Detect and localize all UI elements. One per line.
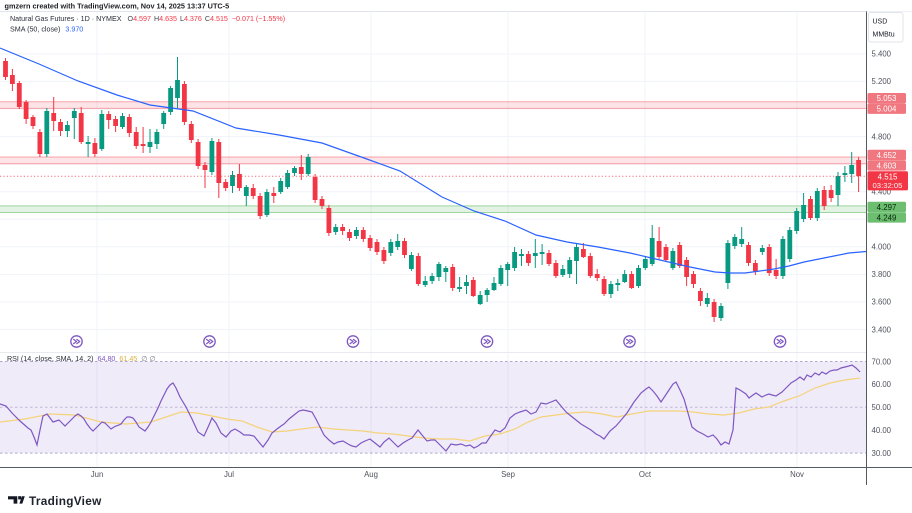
svg-text:Nov: Nov xyxy=(790,470,804,479)
svg-text:4.297: 4.297 xyxy=(877,203,897,212)
svg-text:4.000: 4.000 xyxy=(872,243,892,252)
svg-text:USD: USD xyxy=(873,19,888,26)
svg-text:TradingView: TradingView xyxy=(29,494,102,508)
svg-text:SMA (50, close)3.970: SMA (50, close) 3.970 xyxy=(10,26,83,34)
svg-text:4.800: 4.800 xyxy=(872,132,892,141)
svg-text:70.00: 70.00 xyxy=(872,357,892,366)
svg-text:3.800: 3.800 xyxy=(872,270,892,279)
svg-text:5.400: 5.400 xyxy=(872,50,892,59)
svg-text:5.200: 5.200 xyxy=(872,77,892,86)
svg-text:5.053: 5.053 xyxy=(877,94,897,103)
svg-text:Jul: Jul xyxy=(224,470,234,479)
svg-text:Sep: Sep xyxy=(501,470,516,479)
svg-text:03:32:05: 03:32:05 xyxy=(873,181,903,190)
svg-text:Natural Gas Futures · 1D · NYM: Natural Gas Futures · 1D · NYMEX O4.597 H… xyxy=(10,15,285,23)
svg-text:4.603: 4.603 xyxy=(877,161,897,170)
svg-text:4.652: 4.652 xyxy=(877,151,897,160)
svg-text:RSI (14, close, SMA, 14, 2)64.: RSI (14, close, SMA, 14, 2) 64.80 61.45 ∅ ∅ xyxy=(7,355,156,363)
svg-text:5.004: 5.004 xyxy=(877,105,897,114)
svg-text:50.00: 50.00 xyxy=(872,403,892,412)
svg-text:Aug: Aug xyxy=(364,470,378,479)
svg-text:4.249: 4.249 xyxy=(877,213,897,222)
svg-text:MMBtu: MMBtu xyxy=(873,32,895,39)
svg-text:60.00: 60.00 xyxy=(872,380,892,389)
svg-text:4.400: 4.400 xyxy=(872,188,892,197)
svg-text:40.00: 40.00 xyxy=(872,426,892,435)
svg-text:3.400: 3.400 xyxy=(872,325,892,334)
svg-text:4.515: 4.515 xyxy=(878,172,898,181)
svg-text:30.00: 30.00 xyxy=(872,449,892,458)
svg-text:Oct: Oct xyxy=(639,470,652,479)
svg-text:Jun: Jun xyxy=(91,470,104,479)
svg-text:gmzern created with TradingVie: gmzern created with TradingView.com, Nov… xyxy=(5,2,230,11)
svg-text:3.600: 3.600 xyxy=(872,298,892,307)
